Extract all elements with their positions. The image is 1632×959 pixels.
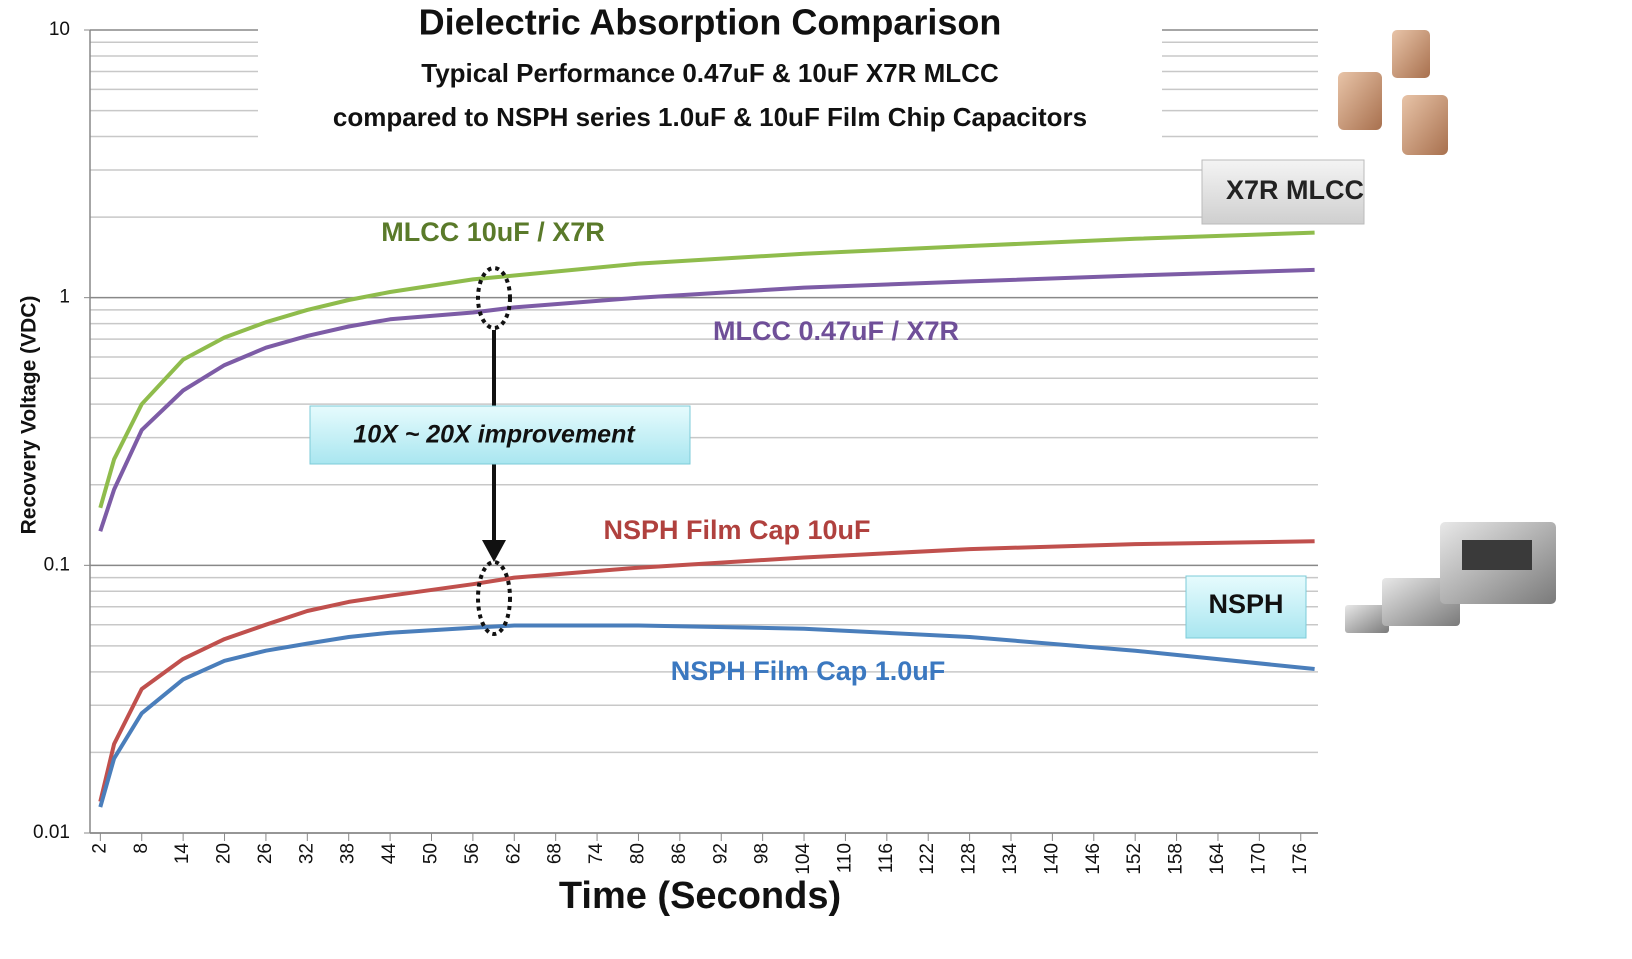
x-tick-label: 74	[586, 843, 607, 865]
x-tick-label: 56	[462, 843, 483, 864]
x-tick-label: 62	[503, 843, 524, 864]
series-line	[98, 267, 1315, 532]
x-tick-label: 44	[379, 843, 400, 865]
x-tick-label: 152	[1124, 843, 1145, 875]
label-box-text: X7R MLCC	[1226, 175, 1364, 205]
x-tick-label: 110	[834, 843, 855, 873]
x-tick-label: 146	[1083, 843, 1104, 875]
x-tick-label: 98	[752, 843, 773, 864]
x-tick-label: 26	[255, 843, 276, 864]
highlight-ellipse	[476, 560, 512, 636]
y-tick-label: 10	[49, 19, 70, 40]
series-label: MLCC 10uF / X7R	[381, 217, 605, 247]
x-tick-label: 14	[172, 843, 193, 865]
highlight-ellipse	[476, 266, 512, 330]
grid	[90, 29, 1318, 834]
x-tick-label: 38	[338, 843, 359, 864]
label-box	[1201, 159, 1365, 225]
y-tick-label: 0.01	[33, 822, 70, 843]
x-tick-label: 158	[1166, 843, 1187, 875]
y-tick-label: 1	[59, 287, 70, 308]
callout-text: 10X ~ 20X improvement	[353, 421, 636, 449]
mlcc-picture	[1338, 30, 1448, 155]
arrow-head	[482, 540, 506, 562]
x-tick-label: 176	[1290, 843, 1311, 875]
chart-title: Dielectric Absorption Comparison	[419, 2, 1002, 43]
x-tick-label: 164	[1207, 843, 1228, 875]
x-tick-label: 32	[296, 843, 317, 864]
series-line	[98, 230, 1315, 509]
x-tick-label: 104	[793, 843, 814, 875]
x-tick-label: 92	[710, 843, 731, 864]
x-tick-label: 20	[214, 843, 235, 864]
label-box	[1185, 575, 1307, 639]
lines	[98, 230, 1315, 808]
x-tick-label: 170	[1248, 843, 1269, 875]
title-backdrop	[258, 0, 1162, 145]
series-line	[98, 539, 1315, 803]
x-tick-label: 134	[1000, 843, 1021, 875]
callout-box	[309, 405, 691, 465]
x-axis-label: Time (Seconds)	[559, 875, 841, 917]
series-label: NSPH Film Cap 1.0uF	[671, 656, 946, 686]
x-tick-label: 2	[89, 843, 110, 854]
chart-subtitle: compared to NSPH series 1.0uF & 10uF Fil…	[333, 102, 1087, 132]
x-tick-label: 140	[1041, 843, 1062, 875]
series-label: NSPH Film Cap 10uF	[603, 515, 870, 545]
x-tick-label: 128	[959, 843, 980, 875]
film-cap-picture	[1345, 522, 1556, 633]
series-line	[98, 623, 1315, 808]
x-tick-label: 86	[669, 843, 690, 864]
x-tick-label: 80	[627, 843, 648, 864]
x-tick-label: 8	[131, 843, 152, 854]
x-tick-label: 68	[545, 843, 566, 864]
label-box-text: NSPH	[1208, 589, 1283, 619]
series-label: MLCC 0.47uF / X7R	[713, 316, 959, 346]
x-tick-label: 50	[421, 843, 442, 864]
x-tick-label: 116	[876, 843, 897, 873]
y-axis-label: Recovery Voltage (VDC)	[18, 296, 41, 535]
x-tick-label: 122	[917, 843, 938, 875]
y-tick-label: 0.1	[44, 554, 70, 575]
chart-subtitle: Typical Performance 0.47uF & 10uF X7R ML…	[421, 58, 999, 88]
